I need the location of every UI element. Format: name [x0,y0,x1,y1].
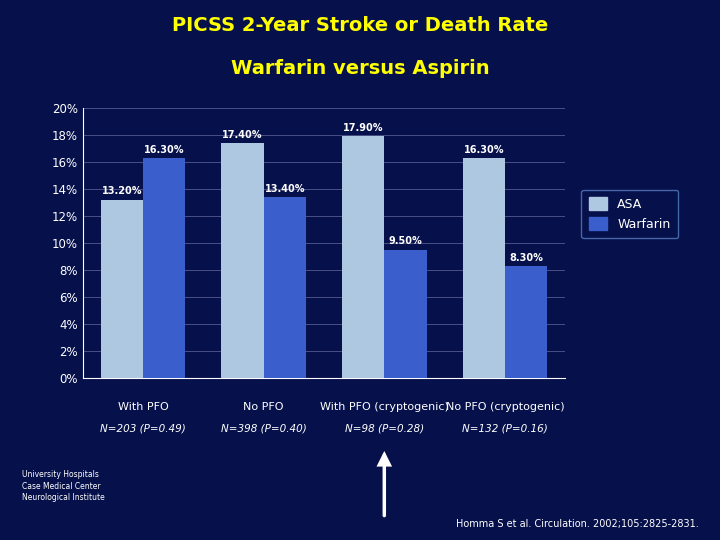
Text: N=398 (P=0.40): N=398 (P=0.40) [221,424,307,434]
Text: 13.40%: 13.40% [264,184,305,194]
Text: With PFO: With PFO [118,402,168,413]
Text: University Hospitals
Case Medical Center
Neurological Institute: University Hospitals Case Medical Center… [22,470,104,502]
Bar [463,158,505,378]
Text: N=203 (P=0.49): N=203 (P=0.49) [100,424,186,434]
Text: 17.90%: 17.90% [343,123,384,133]
Text: N=132 (P=0.16): N=132 (P=0.16) [462,424,548,434]
Text: 16.30%: 16.30% [144,145,184,154]
Text: No PFO (cryptogenic): No PFO (cryptogenic) [446,402,564,413]
Text: Homma S et al. Circulation. 2002;105:2825-2831.: Homma S et al. Circulation. 2002;105:282… [456,519,698,529]
Bar [384,249,426,378]
Bar [143,158,185,378]
Text: N=98 (P=0.28): N=98 (P=0.28) [345,424,424,434]
Bar [342,137,384,378]
Bar [101,200,143,378]
Bar [222,143,264,378]
Bar [264,197,306,378]
Text: 16.30%: 16.30% [464,145,504,154]
Text: 17.40%: 17.40% [222,130,263,140]
Legend: ASA, Warfarin: ASA, Warfarin [581,190,678,238]
Text: 13.20%: 13.20% [102,186,143,197]
Text: PICSS 2-Year Stroke or Death Rate: PICSS 2-Year Stroke or Death Rate [172,16,548,35]
Text: Warfarin versus Aspirin: Warfarin versus Aspirin [230,59,490,78]
Bar [505,266,547,378]
Text: With PFO (cryptogenic): With PFO (cryptogenic) [320,402,449,413]
Text: 8.30%: 8.30% [509,253,543,262]
Text: 9.50%: 9.50% [389,237,422,246]
Text: No PFO: No PFO [243,402,284,413]
